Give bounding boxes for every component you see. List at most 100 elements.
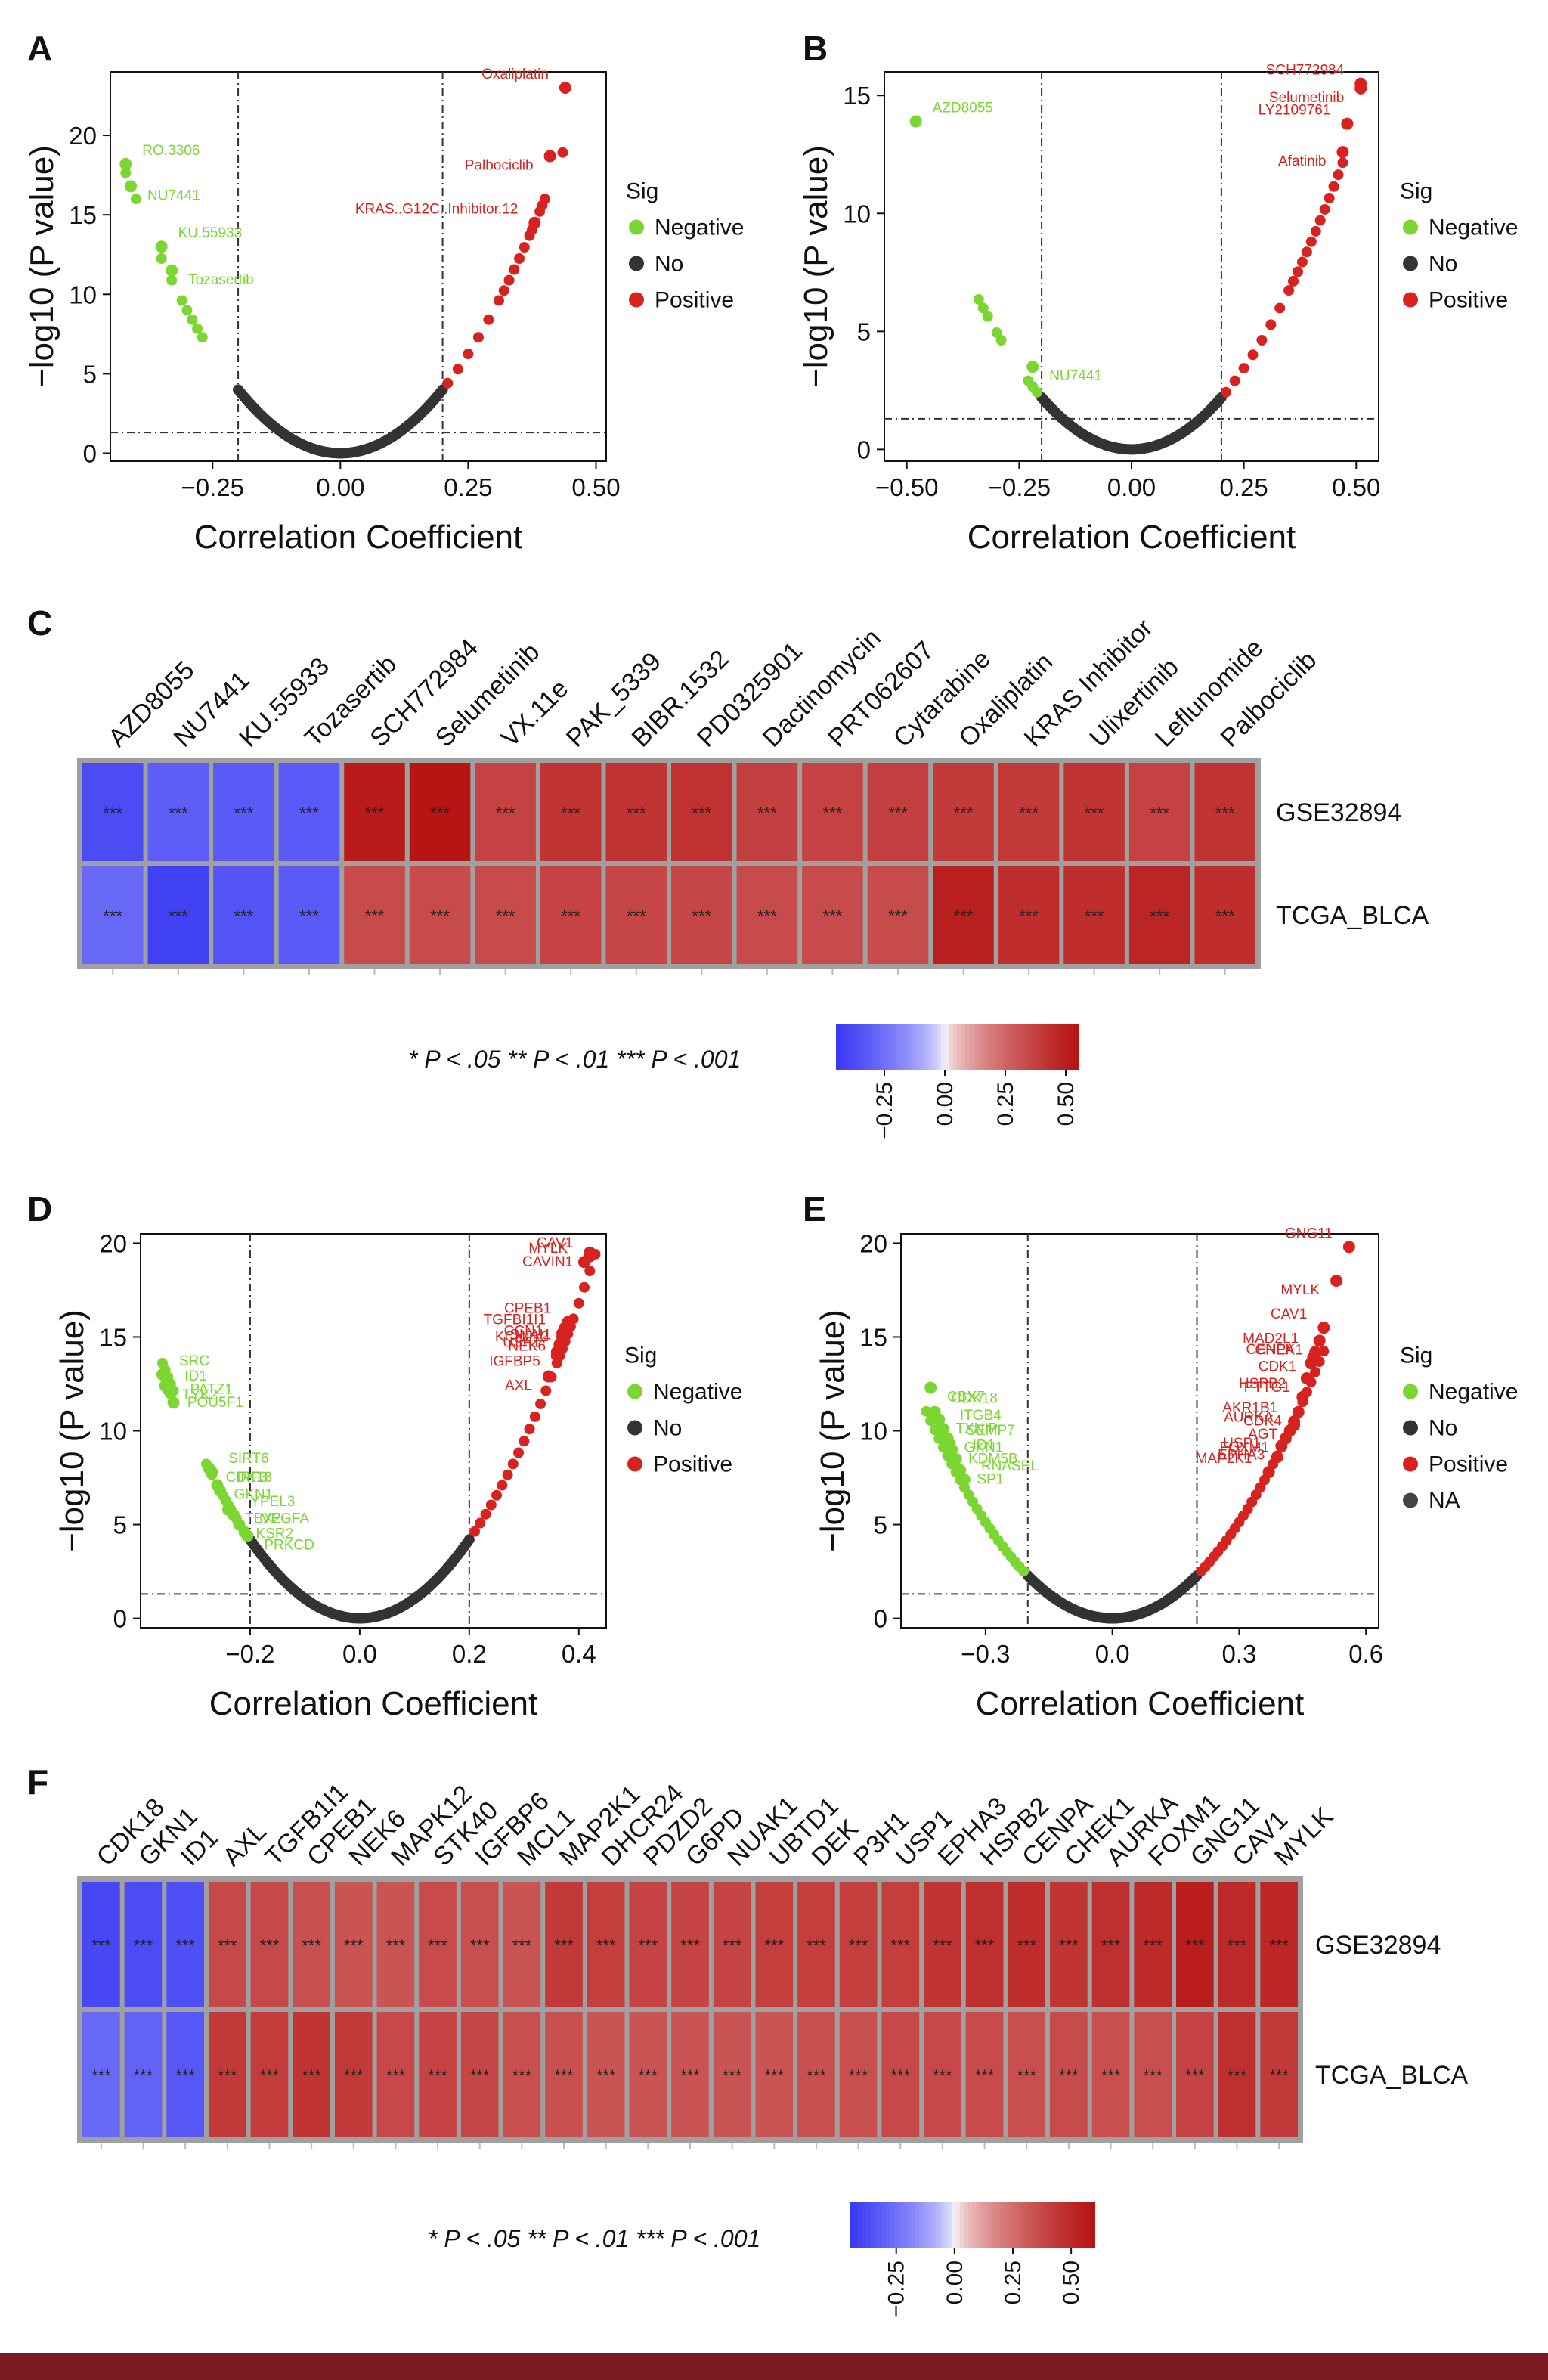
cell-stars: *** [496,906,515,925]
cell-stars: *** [764,2066,784,2085]
heatmap-cell [1194,866,1255,964]
point-positive [480,1508,491,1520]
cell-stars: *** [807,2066,826,2085]
cell-stars: *** [302,1936,321,1955]
cell-stars: *** [1101,2066,1121,2085]
point-label: IRF3 [237,1470,268,1486]
point-label: PATZ1 [190,1381,232,1397]
cell-stars: *** [723,1936,742,1955]
colorbar-step [882,2202,887,2248]
point-negative [197,332,208,343]
colorbar-step [973,1024,978,1070]
point-label: AURKA [1224,1410,1274,1426]
cell-stars: *** [260,1936,280,1955]
colorbar-step [937,1024,942,1070]
labeled-point [206,1466,218,1479]
heatmap-cell [1194,763,1255,861]
y-tick-label: 15 [843,82,871,110]
colorbar-step [840,1024,845,1070]
point-label: MYLK [1280,1282,1320,1298]
heatmap-cell [545,1882,583,2007]
heatmap-cell [376,2012,415,2137]
colorbar: −0.25 0.00 0.25 0.50 [850,2202,1095,2318]
heatmap-cell [736,866,798,964]
heatmap-cell [839,1882,878,2007]
heatmap-cell [460,2012,499,2137]
point-negative [130,194,141,205]
cell-stars: *** [386,1936,406,1955]
heatmap-cell [998,763,1060,861]
colorbar-step [1049,2202,1054,2248]
legend-title: Sig [1400,179,1432,204]
point-label: FOXM1 [1220,1439,1269,1455]
colorbar-tick-label: −0.25 [872,1082,897,1139]
point-label: AZD8055 [933,101,993,116]
point-label: KCNJ12 [495,1329,549,1345]
point-positive [498,285,509,296]
colorbar-step [964,2202,969,2248]
legend-label-no: No [1429,252,1457,277]
heatmap-cell [797,1882,835,2007]
point-label: PRKCD [264,1537,314,1553]
heatmap-cell [545,2012,583,2137]
colorbar-step [902,2202,908,2248]
point-label: SP1 [977,1472,1004,1488]
colorbar-step [940,1024,946,1070]
y-tick-label: 15 [69,201,97,229]
row-label: TCGA_BLCA [1276,901,1429,930]
point-positive [1305,236,1317,247]
heatmap-cell [998,866,1060,964]
colorbar-step [1066,2202,1071,2248]
heatmap-cell [1063,866,1125,964]
panel-label: A [27,29,52,68]
heatmap-cell [124,2012,163,2137]
panel-F: F *** *** *** *** *** *** *** *** *** *** *** *** ***… [27,1762,1468,2318]
point-label: AKR1B1 [1222,1400,1277,1416]
heatmap-cell [409,763,471,861]
labeled-point [164,1387,177,1399]
colorbar-step [955,2202,961,2248]
labeled-point [543,150,556,163]
panel-D: D −0.2 0.0 0.2 0.4 0 5 10 15 20 Correlation Coeffi… [27,1189,742,1722]
point-positive [1310,225,1321,237]
colorbar-tick-label: 0.50 [1059,2261,1084,2304]
colorbar-step [1029,2202,1034,2248]
colorbar-step [927,2202,932,2248]
heatmap-cell [1128,763,1190,861]
legend-label-no: No [655,252,683,277]
colorbar-step [952,2202,957,2248]
colorbar-step [1013,1024,1018,1070]
colorbar-step [909,1024,914,1070]
colorbar-step [1033,2202,1039,2248]
legend-label-no: No [653,1416,682,1441]
y-tick-label: 10 [99,1418,127,1446]
point-label: ID1 [973,1438,995,1454]
cell-stars: *** [1019,906,1039,925]
colorbar-step [1078,2202,1083,2248]
point-negative [991,327,1002,338]
labeled-point [946,1443,958,1456]
cell-stars: *** [890,1936,910,1955]
colorbar-tick-label: −0.25 [884,2261,909,2318]
colorbar-step [1037,2202,1042,2248]
cell-stars: *** [169,906,188,925]
y-tick-label: 10 [859,1418,887,1446]
y-axis-title: −log10 (P value) [23,145,60,388]
panel-B: B −0.50 −0.25 0.00 0.25 0.50 0 5 10 15 Correlation… [797,29,1518,556]
column-label: AXL [218,1817,272,1871]
point-label: LY2109761 [1259,103,1331,119]
cell-stars: *** [692,906,711,925]
heatmap-cell [147,763,209,861]
legend-swatch-positive [1403,292,1418,308]
cell-stars: *** [757,804,777,823]
point-label: GKN1 [964,1439,1004,1455]
heatmap-cell [1091,1882,1130,2007]
point-positive [491,1489,503,1501]
heatmap-cell [839,2012,878,2137]
point-label: SCH772984 [1266,63,1345,79]
colorbar-step [870,2202,875,2248]
cell-stars: *** [1017,1936,1036,1955]
colorbar-step [1082,2202,1088,2248]
cell-stars: *** [561,804,580,823]
